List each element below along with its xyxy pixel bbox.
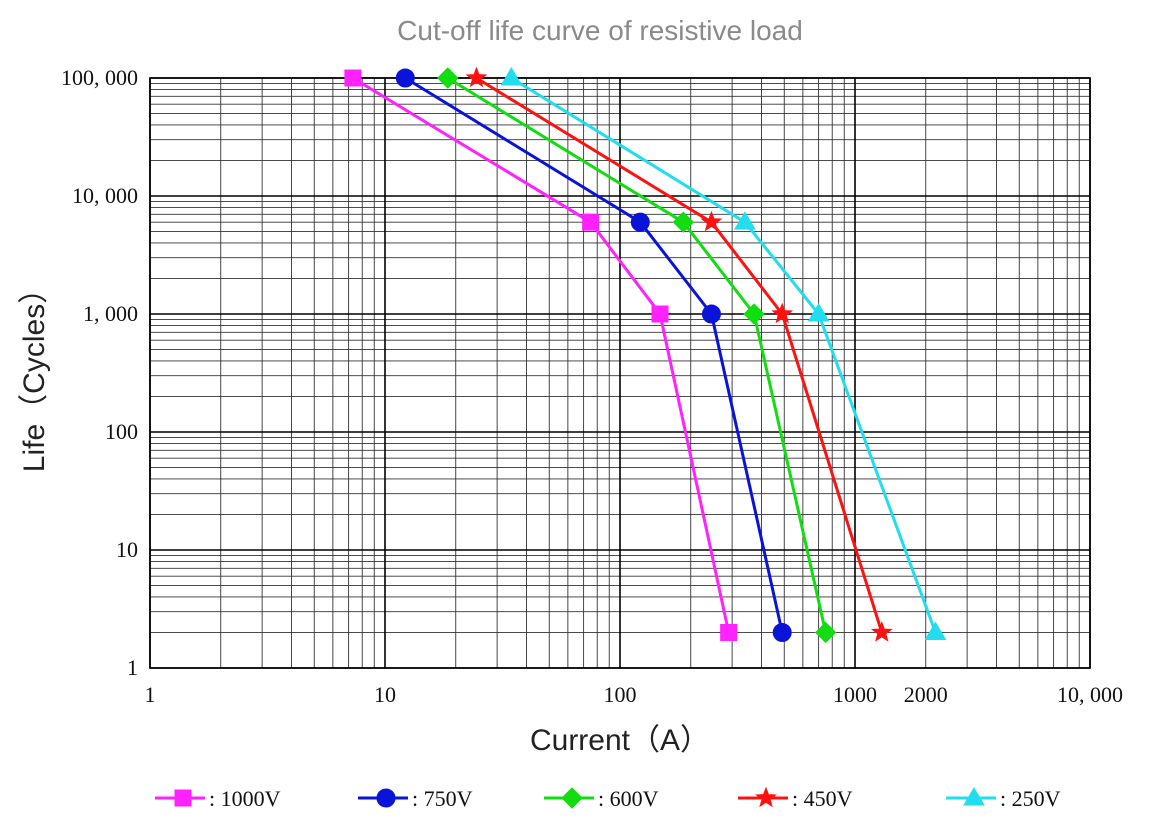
y-tick-label: 1 <box>127 655 138 680</box>
x-tick-label: 1000 <box>833 682 877 707</box>
grid-minor <box>150 78 1090 668</box>
chart-title: Cut-off life curve of resistive load <box>397 15 803 46</box>
x-tick-label: 2000 <box>904 682 948 707</box>
legend-item: : 1000V <box>155 786 281 811</box>
plot-frame <box>149 77 1091 669</box>
data-point <box>344 69 362 87</box>
y-tick-label: 100 <box>105 419 138 444</box>
legend-item: : 450V <box>738 786 853 811</box>
data-point <box>651 305 669 323</box>
series-0 <box>344 69 738 641</box>
series-3 <box>465 66 893 642</box>
series-line <box>510 76 937 633</box>
legend-marker <box>963 787 985 806</box>
data-point <box>924 621 947 640</box>
y-tick-labels: 1 10 100 1, 000 10, 000 100, 000 <box>61 65 138 680</box>
data-point <box>672 211 695 233</box>
data-point <box>582 213 600 231</box>
legend-item: : 750V <box>358 786 473 811</box>
data-point <box>701 304 721 324</box>
legend-marker <box>561 787 583 809</box>
y-tick-label: 100, 000 <box>61 65 138 90</box>
x-tick-labels: 1 10 100 1000 2000 10, 000 <box>145 682 1124 707</box>
legend-label: : 1000V <box>209 786 281 811</box>
legend-label: : 450V <box>792 786 853 811</box>
legend-item: : 250V <box>946 786 1061 811</box>
data-point <box>734 211 756 230</box>
data-point <box>465 66 488 88</box>
x-tick-label: 10, 000 <box>1057 682 1123 707</box>
legend-marker <box>174 789 192 807</box>
data-point <box>395 68 415 88</box>
data-point <box>771 302 794 324</box>
series-line <box>475 76 884 633</box>
series-line <box>352 76 731 633</box>
data-point <box>630 212 650 232</box>
series-layer <box>344 66 947 644</box>
series-line <box>404 76 784 633</box>
x-axis-label: Current（A） <box>530 724 710 757</box>
legend-label: : 600V <box>598 786 659 811</box>
data-point <box>870 621 893 642</box>
data-point <box>807 303 830 322</box>
series-line <box>447 76 828 633</box>
x-tick-label: 1 <box>145 682 156 707</box>
legend-label: : 250V <box>1000 786 1061 811</box>
legend-marker <box>376 788 396 808</box>
series-1 <box>395 68 792 642</box>
data-point <box>720 623 738 641</box>
legend: : 1000V : 750V : 600V : 450V : 250V <box>155 786 1061 811</box>
series-4 <box>500 67 947 640</box>
legend-marker <box>755 786 777 808</box>
data-point <box>500 67 523 86</box>
legend-label: : 750V <box>412 786 473 811</box>
y-tick-label: 10 <box>116 537 138 562</box>
series-2 <box>437 67 837 644</box>
x-tick-label: 10 <box>374 682 396 707</box>
data-point <box>743 303 765 325</box>
y-axis-label: Life（Cycles） <box>18 274 51 472</box>
legend-item: : 600V <box>544 786 659 811</box>
y-tick-label: 10, 000 <box>72 183 138 208</box>
x-tick-label: 100 <box>604 682 637 707</box>
data-point <box>772 622 792 642</box>
data-point <box>700 210 723 232</box>
data-point <box>437 67 459 89</box>
y-tick-label: 1, 000 <box>83 301 138 326</box>
data-point <box>814 621 837 644</box>
